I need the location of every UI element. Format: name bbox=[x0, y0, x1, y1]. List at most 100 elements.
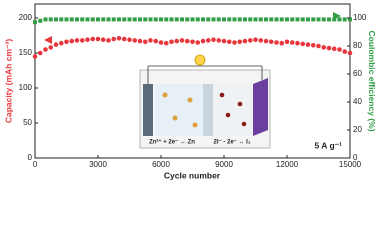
point bbox=[232, 40, 237, 45]
point bbox=[206, 17, 211, 22]
point bbox=[200, 38, 206, 44]
y-tick-label: 0 bbox=[28, 153, 33, 162]
point bbox=[258, 38, 264, 43]
point bbox=[263, 38, 269, 44]
point bbox=[274, 17, 279, 22]
point bbox=[117, 17, 121, 22]
point bbox=[122, 17, 127, 22]
point bbox=[137, 38, 143, 44]
y-axis-label: Capacity (mAh cm⁻³) bbox=[3, 39, 13, 123]
y-tick-label: 200 bbox=[19, 13, 33, 22]
point bbox=[111, 17, 116, 22]
annotation: 5 A g⁻¹ bbox=[315, 140, 343, 150]
point bbox=[195, 40, 201, 45]
point bbox=[85, 37, 90, 42]
point bbox=[43, 17, 48, 22]
point bbox=[348, 17, 352, 22]
point bbox=[106, 17, 111, 22]
y-tick-label: 100 bbox=[19, 83, 33, 92]
point bbox=[64, 39, 69, 45]
point bbox=[342, 49, 348, 54]
point bbox=[184, 38, 190, 44]
point bbox=[174, 17, 179, 22]
point bbox=[142, 39, 148, 45]
point bbox=[316, 43, 321, 49]
point bbox=[174, 38, 180, 44]
point bbox=[43, 47, 48, 52]
point bbox=[33, 20, 37, 25]
point bbox=[75, 17, 79, 22]
y2-tick-label: 60 bbox=[353, 69, 362, 78]
point bbox=[295, 40, 300, 46]
point bbox=[190, 39, 195, 45]
x-tick-label: 12000 bbox=[276, 160, 299, 169]
point bbox=[311, 17, 316, 22]
point bbox=[243, 17, 247, 22]
point bbox=[158, 40, 164, 45]
point bbox=[242, 38, 248, 44]
point bbox=[80, 17, 85, 22]
separator bbox=[203, 84, 213, 136]
point bbox=[90, 36, 96, 42]
electrolyte bbox=[213, 84, 253, 136]
point bbox=[326, 45, 332, 51]
point bbox=[300, 41, 306, 47]
point bbox=[59, 17, 64, 22]
point bbox=[111, 36, 117, 42]
y2-tick-label: 100 bbox=[353, 13, 367, 22]
point bbox=[321, 45, 327, 50]
point bbox=[347, 50, 353, 56]
x-tick-label: 9000 bbox=[215, 160, 233, 169]
point bbox=[227, 17, 232, 22]
point bbox=[253, 37, 258, 42]
point bbox=[132, 38, 138, 43]
point bbox=[268, 39, 274, 45]
point bbox=[205, 38, 211, 43]
point bbox=[310, 43, 316, 48]
y2-axis-label: Coulombic efficiency (%) bbox=[367, 30, 377, 131]
y2-tick-label: 80 bbox=[353, 41, 362, 50]
point bbox=[74, 38, 80, 43]
inset-label: 2I⁻ - 2e⁻ ↔ I₂ bbox=[213, 140, 250, 146]
point bbox=[127, 17, 132, 22]
point bbox=[300, 17, 305, 22]
point bbox=[95, 36, 101, 42]
point bbox=[331, 46, 337, 52]
point bbox=[69, 17, 74, 22]
point bbox=[132, 17, 137, 22]
y-tick-label: 150 bbox=[19, 48, 33, 57]
point bbox=[285, 17, 289, 22]
point bbox=[269, 17, 274, 22]
point bbox=[164, 17, 169, 22]
point bbox=[222, 17, 226, 22]
point bbox=[169, 39, 174, 45]
point bbox=[169, 17, 174, 22]
inset: Zn²⁺ + 2e⁻ ↔ Zn 2I⁻ - 2e⁻ ↔ I₂ bbox=[139, 54, 271, 149]
point bbox=[69, 38, 75, 44]
x-tick-label: 3000 bbox=[89, 160, 107, 169]
point bbox=[37, 50, 43, 56]
electrolyte bbox=[155, 84, 203, 136]
point bbox=[279, 40, 285, 46]
point bbox=[247, 38, 253, 43]
point bbox=[295, 17, 300, 22]
point bbox=[180, 17, 184, 22]
point bbox=[106, 38, 111, 43]
point bbox=[121, 36, 127, 42]
point bbox=[185, 17, 190, 22]
point bbox=[211, 17, 216, 22]
point bbox=[221, 38, 227, 44]
point bbox=[127, 37, 132, 42]
chart: Zn²⁺ + 2e⁻ ↔ Zn 2I⁻ - 2e⁻ ↔ I₂ 5 A g⁻¹ C… bbox=[3, 3, 377, 180]
point bbox=[85, 17, 90, 22]
point bbox=[53, 42, 59, 47]
point bbox=[232, 17, 237, 22]
zn-electrode bbox=[143, 84, 153, 136]
point bbox=[153, 38, 159, 44]
axis-arrow bbox=[44, 36, 52, 44]
point bbox=[163, 40, 169, 46]
point bbox=[284, 39, 290, 45]
ions bbox=[162, 92, 198, 128]
point bbox=[90, 17, 95, 22]
inset-label: Zn²⁺ + 2e⁻ ↔ Zn bbox=[149, 139, 195, 146]
